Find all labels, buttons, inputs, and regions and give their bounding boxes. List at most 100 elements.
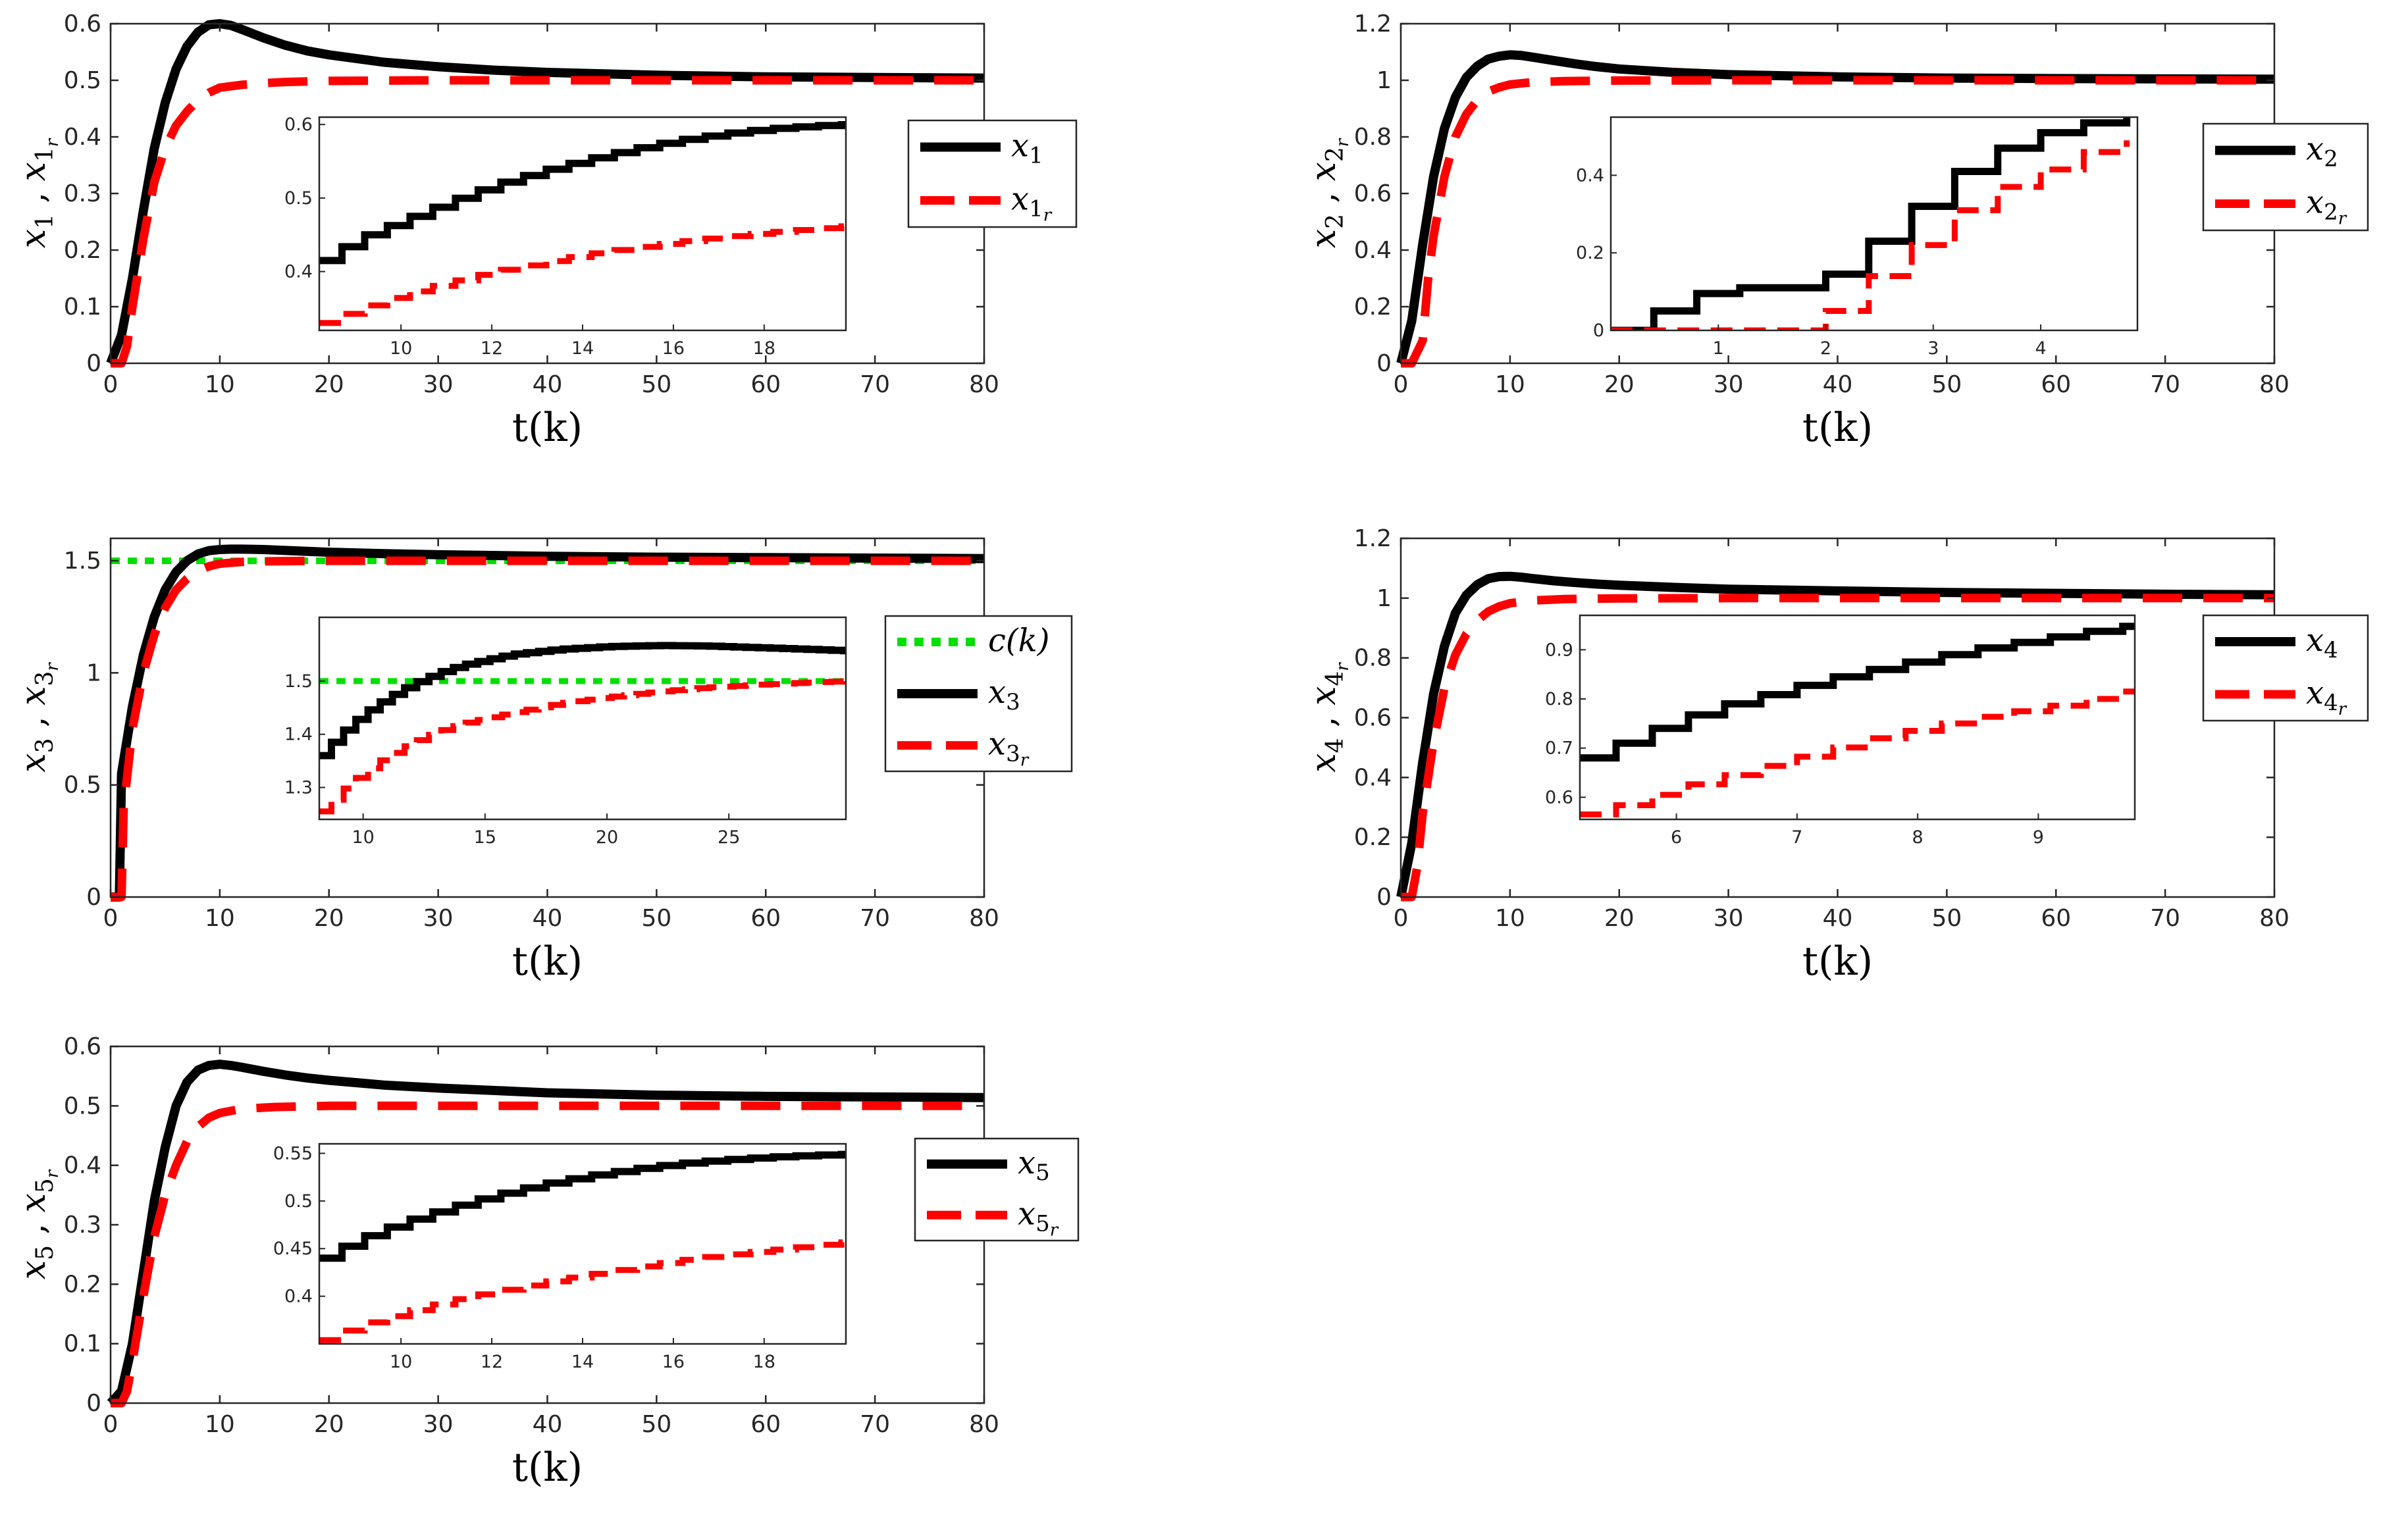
legend-box xyxy=(914,1137,1080,1242)
x-tick-label: 10 xyxy=(205,905,235,932)
x-tick-label: 0 xyxy=(103,905,118,932)
x-axis-label: t(k) xyxy=(512,405,583,451)
x-tick-label: 80 xyxy=(2259,905,2290,932)
inset-y-tick-label: 0.45 xyxy=(273,1239,313,1259)
x-tick-label: 60 xyxy=(750,371,781,398)
inset-series-line-x1 xyxy=(319,121,846,265)
y-axis-label: x1 , x1r xyxy=(14,138,63,248)
panel-5: 0 10 20 30 40 50 60 70 80 0 0.1 0.2 0.3 0.4 0.5 0.6 t(k)… xyxy=(14,1033,1080,1491)
x-tick-label: 40 xyxy=(1823,371,1853,398)
y-tick-label: 0 xyxy=(1376,884,1392,911)
x-tick-label: 70 xyxy=(860,905,890,932)
legend-box xyxy=(2202,614,2369,722)
x-axis-label: t(k) xyxy=(1802,938,1873,985)
inset-y-tick-label: 0.55 xyxy=(273,1143,313,1164)
x-tick-label: 60 xyxy=(2041,905,2071,932)
x-tick-label: 30 xyxy=(423,1411,454,1438)
legend-label-x2r: x2r xyxy=(2306,184,2347,229)
x-axis-label: t(k) xyxy=(512,938,583,985)
inset-y-tick-label: 0.6 xyxy=(284,115,313,135)
inset-y-tick-label: 0.4 xyxy=(284,1287,313,1307)
legend-label-x3r: x3r xyxy=(988,726,1030,771)
inset-x-tick-label: 3 xyxy=(1927,338,1939,359)
legend-label-x2: x2 xyxy=(2306,131,2338,172)
series-line-x2r xyxy=(1401,76,2274,368)
y-tick-label: 0.4 xyxy=(64,1152,101,1179)
legend-label-c: c(k) xyxy=(988,622,1049,659)
inset-frame xyxy=(1610,116,2139,332)
y-tick-label: 0.4 xyxy=(64,124,101,151)
inset-x-tick-label: 14 xyxy=(571,1352,594,1372)
x-tick-label: 20 xyxy=(1604,905,1635,932)
x-tick-label: 30 xyxy=(423,905,454,932)
y-axis-label: x3 , x3r xyxy=(14,662,63,773)
x-tick-label: 0 xyxy=(1394,905,1409,932)
x-axis-label: t(k) xyxy=(512,1445,583,1491)
y-tick-label: 0.5 xyxy=(64,772,101,799)
inset-y-tick-label: 0 xyxy=(1593,321,1604,341)
inset-x-tick-label: 2 xyxy=(1820,338,1831,359)
inset-x-tick-label: 18 xyxy=(753,1352,775,1372)
x-tick-label: 10 xyxy=(1495,371,1525,398)
inset-x-tick-label: 9 xyxy=(2033,827,2044,848)
legend-box xyxy=(2202,122,2369,232)
inset-series-line-x2 xyxy=(1611,117,2131,330)
inset-x-tick-label: 10 xyxy=(352,827,374,848)
y-tick-label: 1 xyxy=(1376,585,1392,612)
y-tick-label: 0.2 xyxy=(1354,824,1392,851)
y-tick-label: 0.4 xyxy=(1354,764,1392,791)
x-tick-label: 80 xyxy=(969,1411,999,1438)
x-tick-label: 0 xyxy=(103,1411,118,1438)
legend-3: c(k) x3 x3r xyxy=(884,615,1073,773)
x-tick-label: 0 xyxy=(1394,371,1409,398)
inset-x-tick-label: 14 xyxy=(571,338,594,359)
x-tick-label: 70 xyxy=(860,1411,890,1438)
inset-2: 1 2 3 4 0 0.2 0.4 xyxy=(1576,116,2139,359)
x-tick-label: 80 xyxy=(969,371,999,398)
y-tick-label: 0.5 xyxy=(64,1092,101,1119)
inset-x-tick-label: 1 xyxy=(1713,338,1724,359)
inset-y-tick-label: 0.4 xyxy=(284,262,313,282)
y-tick-label: 1.2 xyxy=(1354,525,1392,552)
inset-x-tick-label: 20 xyxy=(596,827,618,848)
legend-label-x4r: x4r xyxy=(2306,675,2347,719)
y-tick-label: 0.6 xyxy=(1354,180,1392,207)
x-tick-label: 50 xyxy=(1931,905,1962,932)
inset-x-tick-label: 15 xyxy=(474,827,496,848)
inset-series-line-x4 xyxy=(1580,623,2135,762)
inset-x-tick-label: 25 xyxy=(718,827,740,848)
inset-y-tick-label: 0.5 xyxy=(284,188,313,209)
x-tick-label: 40 xyxy=(533,905,563,932)
y-tick-label: 1.2 xyxy=(1354,11,1392,38)
inset-5: 10 12 14 16 18 0.4 0.45 0.5 0.55 xyxy=(273,1143,847,1372)
y-tick-label: 0.6 xyxy=(64,11,101,38)
panel-4: 0 10 20 30 40 50 60 70 80 0 0.2 0.4 0.6 0.8 1 1.2 t(k) x4… xyxy=(1304,525,2369,985)
series-line-x3 xyxy=(111,544,985,902)
inset-x-tick-label: 16 xyxy=(662,338,685,359)
y-tick-label: 0.6 xyxy=(1354,705,1392,732)
x-tick-label: 30 xyxy=(1714,371,1744,398)
series-line-x4r xyxy=(1401,594,2274,902)
panel-1: 0 10 20 30 40 50 60 70 80 0 0.1 0.2 0.3 0.4 0.5 0.6 t(k)… xyxy=(14,11,1078,451)
x-tick-label: 30 xyxy=(1714,905,1744,932)
inset-y-tick-label: 0.2 xyxy=(1576,243,1604,263)
inset-x-tick-label: 12 xyxy=(481,1352,503,1372)
y-tick-label: 0.2 xyxy=(64,1271,101,1298)
inset-x-tick-label: 4 xyxy=(2035,338,2046,359)
series-line-x4 xyxy=(1396,571,2275,898)
x-tick-label: 40 xyxy=(1823,905,1853,932)
inset-y-tick-label: 0.9 xyxy=(1545,640,1573,660)
inset-series-line-x5r xyxy=(319,1239,846,1343)
inset-y-tick-label: 0.6 xyxy=(1545,787,1573,808)
inset-x-tick-label: 18 xyxy=(753,338,775,359)
y-tick-label: 0 xyxy=(86,884,101,911)
x-tick-label: 20 xyxy=(314,1411,344,1438)
y-tick-label: 0.8 xyxy=(1354,645,1392,672)
series-line-x1r xyxy=(111,76,984,368)
inset-series-line-x3 xyxy=(319,642,846,759)
inset-4: 6 7 8 9 0.6 0.7 0.8 0.9 xyxy=(1545,614,2136,848)
x-tick-label: 0 xyxy=(103,371,118,398)
